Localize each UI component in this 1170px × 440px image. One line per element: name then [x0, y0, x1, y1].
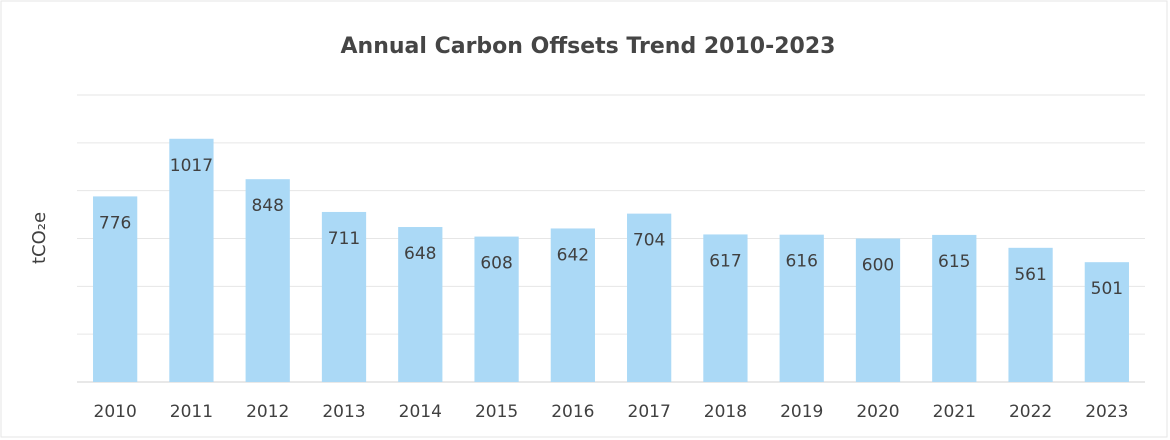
data-label: 704: [633, 231, 665, 251]
bar: [245, 179, 290, 382]
x-tick-label: 2017: [628, 402, 671, 422]
x-tick-label: 2016: [551, 402, 594, 422]
x-tick-label: 2014: [399, 402, 442, 422]
data-label: 1017: [170, 156, 213, 176]
data-label: 776: [99, 213, 131, 233]
data-label: 711: [328, 229, 360, 249]
x-tick-label: 2013: [322, 402, 365, 422]
data-label: 642: [557, 245, 589, 265]
x-tick-label: 2019: [780, 402, 823, 422]
bar: [93, 196, 138, 382]
data-label: 648: [404, 244, 436, 264]
data-label: 501: [1091, 279, 1123, 299]
bar: [703, 234, 748, 382]
x-tick-label: 2018: [704, 402, 747, 422]
x-tick-label: 2015: [475, 402, 518, 422]
bar: [169, 138, 214, 382]
x-tick-label: 2020: [856, 402, 899, 422]
x-tick-label: 2010: [94, 402, 137, 422]
x-tick-label: 2012: [246, 402, 289, 422]
bar: [1008, 247, 1053, 382]
bar: [398, 227, 443, 382]
x-tick-label: 2023: [1085, 402, 1128, 422]
y-axis-label: tCO₂e: [29, 212, 50, 264]
data-label: 608: [480, 254, 512, 274]
bar: [779, 234, 824, 382]
bar: [474, 236, 519, 382]
x-tick-label: 2011: [170, 402, 213, 422]
chart-title: Annual Carbon Offsets Trend 2010-2023: [341, 34, 836, 59]
data-label: 561: [1014, 265, 1046, 285]
bar: [855, 238, 901, 382]
data-label: 615: [938, 252, 970, 272]
data-label: 617: [709, 251, 741, 271]
bar: [627, 213, 672, 382]
data-label: 848: [251, 196, 283, 216]
bar: [550, 228, 595, 382]
data-label: 616: [785, 252, 817, 272]
data-label: 600: [862, 256, 894, 276]
bar: [932, 234, 977, 382]
bar: [1084, 262, 1129, 382]
bar: [321, 211, 367, 382]
x-tick-label: 2021: [933, 402, 976, 422]
x-tick-label: 2022: [1009, 402, 1052, 422]
